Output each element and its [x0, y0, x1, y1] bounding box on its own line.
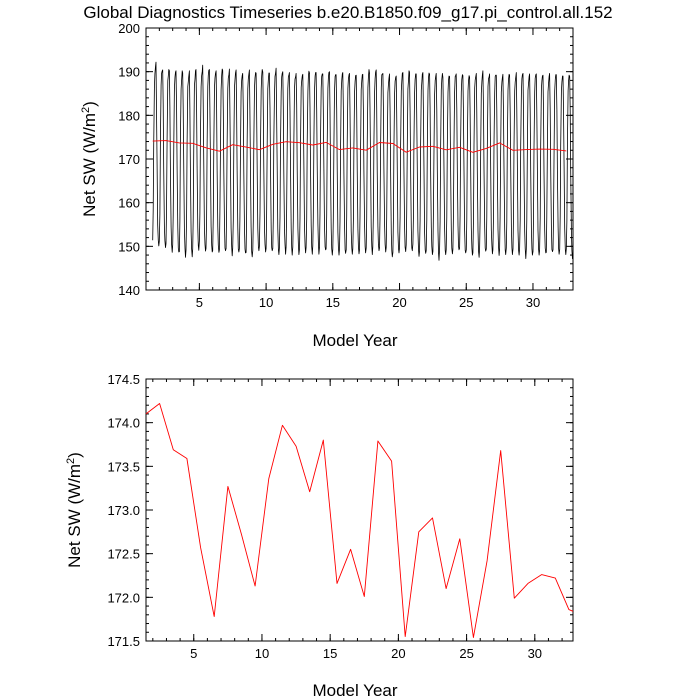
y-tick-label: 173.5 [107, 459, 140, 474]
y-tick-label: 172.5 [107, 547, 140, 562]
x-axis-label: Model Year [312, 331, 397, 350]
x-tick-label: 15 [323, 646, 337, 661]
x-tick-label: 10 [255, 646, 269, 661]
x-tick-label: 15 [326, 295, 340, 310]
y-axis-label: Net SW (W/m2) [80, 101, 99, 217]
annual-mean-series-line [145, 403, 574, 638]
x-tick-label: 30 [528, 646, 542, 661]
annual-mean-panel: 5 10 15 20 25 30 171.5 172.0 172.5 173.0 173.5 174.… [65, 372, 574, 700]
monthly-timeseries-panel: Global Diagnostics Timeseries b.e20.B185… [80, 3, 613, 350]
y-tick-label: 140 [118, 283, 140, 298]
x-tick-label: 20 [392, 295, 406, 310]
y-axis-label: Net SW (W/m2) [65, 452, 84, 568]
y-tick-label: 171.5 [107, 634, 140, 649]
x-tick-label: 25 [459, 646, 473, 661]
chart-title: Global Diagnostics Timeseries b.e20.B185… [83, 3, 612, 22]
annual-mean-series-line [152, 140, 567, 153]
y-tick-label: 160 [118, 196, 140, 211]
x-tick-label: 5 [196, 295, 203, 310]
y-tick-label: 172.0 [107, 590, 140, 605]
x-axis-label: Model Year [312, 681, 397, 700]
x-tick-label: 30 [526, 295, 540, 310]
y-tick-label: 200 [118, 21, 140, 36]
plot-frame [145, 378, 574, 642]
y-tick-label: 174.5 [107, 372, 140, 387]
y-tick-label: 173.0 [107, 503, 140, 518]
y-tick-label: 150 [118, 239, 140, 254]
y-tick-label: 174.0 [107, 416, 140, 431]
y-tick-label: 190 [118, 65, 140, 80]
y-tick-label: 180 [118, 108, 140, 123]
x-tick-label: 10 [259, 295, 273, 310]
monthly-series-line [152, 61, 573, 261]
x-tick-label: 5 [190, 646, 197, 661]
y-tick-label: 170 [118, 152, 140, 167]
x-tick-label: 20 [391, 646, 405, 661]
x-tick-label: 25 [459, 295, 473, 310]
